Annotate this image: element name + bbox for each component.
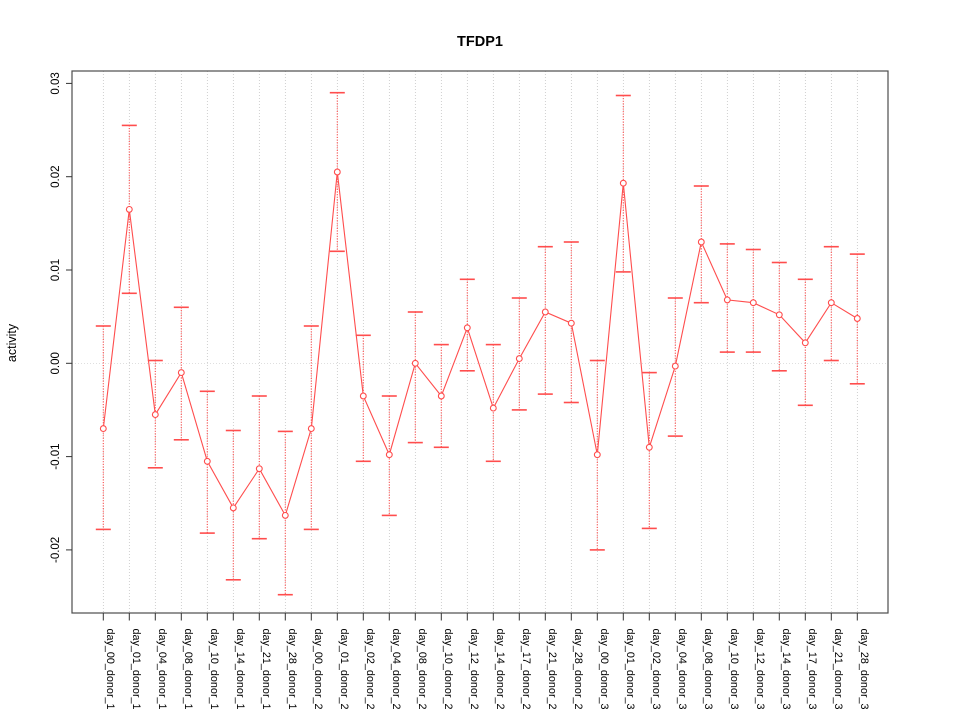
- svg-text:day_28_donor_3: day_28_donor_3: [858, 629, 870, 710]
- svg-text:day_02_donor_3: day_02_donor_3: [650, 629, 662, 710]
- svg-text:0.02: 0.02: [50, 166, 62, 188]
- svg-text:day_14_donor_1: day_14_donor_1: [234, 629, 246, 710]
- svg-text:day_21_donor_2: day_21_donor_2: [546, 629, 558, 710]
- svg-text:day_17_donor_2: day_17_donor_2: [520, 629, 532, 710]
- svg-text:day_14_donor_3: day_14_donor_3: [780, 629, 792, 710]
- svg-text:day_12_donor_3: day_12_donor_3: [754, 629, 766, 710]
- svg-text:-0.01: -0.01: [50, 443, 62, 469]
- svg-text:day_10_donor_3: day_10_donor_3: [728, 629, 740, 710]
- svg-text:day_21_donor_1: day_21_donor_1: [260, 629, 272, 710]
- svg-text:day_08_donor_3: day_08_donor_3: [702, 629, 714, 710]
- svg-text:0.01: 0.01: [50, 259, 62, 281]
- svg-text:day_10_donor_2: day_10_donor_2: [442, 629, 454, 710]
- svg-text:day_00_donor_2: day_00_donor_2: [312, 629, 324, 710]
- svg-text:TFDP1: TFDP1: [457, 34, 503, 50]
- svg-text:day_01_donor_1: day_01_donor_1: [130, 629, 142, 710]
- svg-text:day_21_donor_3: day_21_donor_3: [832, 629, 844, 710]
- svg-text:day_04_donor_3: day_04_donor_3: [676, 629, 688, 710]
- svg-text:activity: activity: [5, 323, 19, 362]
- svg-text:day_10_donor_1: day_10_donor_1: [208, 629, 220, 710]
- svg-text:day_01_donor_3: day_01_donor_3: [624, 629, 636, 710]
- svg-text:day_04_donor_1: day_04_donor_1: [156, 629, 168, 710]
- svg-text:day_04_donor_2: day_04_donor_2: [390, 629, 402, 710]
- svg-text:day_28_donor_2: day_28_donor_2: [572, 629, 584, 710]
- svg-text:0.03: 0.03: [50, 72, 62, 94]
- svg-text:day_14_donor_2: day_14_donor_2: [494, 629, 506, 710]
- svg-text:0.00: 0.00: [50, 352, 62, 374]
- svg-text:day_08_donor_2: day_08_donor_2: [416, 629, 428, 710]
- svg-text:-0.02: -0.02: [50, 537, 62, 563]
- svg-text:day_17_donor_3: day_17_donor_3: [806, 629, 818, 710]
- svg-text:day_02_donor_2: day_02_donor_2: [364, 629, 376, 710]
- svg-text:day_12_donor_2: day_12_donor_2: [468, 629, 480, 710]
- svg-text:day_00_donor_1: day_00_donor_1: [104, 629, 116, 710]
- svg-text:day_00_donor_3: day_00_donor_3: [598, 629, 610, 710]
- svg-text:day_08_donor_1: day_08_donor_1: [182, 629, 194, 710]
- svg-text:day_28_donor_1: day_28_donor_1: [286, 629, 298, 710]
- svg-text:day_01_donor_2: day_01_donor_2: [338, 629, 350, 710]
